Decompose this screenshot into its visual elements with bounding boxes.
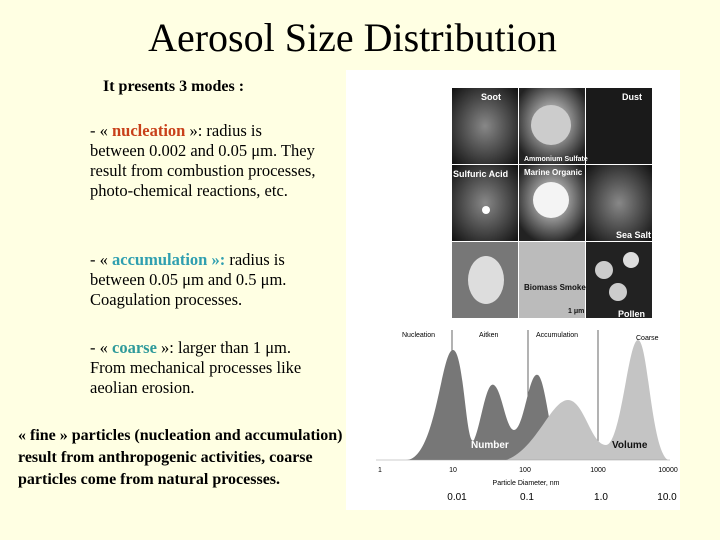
mode-label: Coarse [636,335,659,342]
term: fine [30,427,56,444]
x-tick-label: 10000 [658,467,678,474]
prefix: « [18,427,30,444]
particle-label: Marine Organic [524,168,583,177]
curve-label: Number [471,440,509,451]
x-tick-label: 10.0 [657,492,677,503]
figure: Soot Dust Ammonium Sulfate Sulfuric Acid… [346,70,680,510]
x-tick-label: 0.1 [520,492,534,503]
volume-curve [506,340,668,460]
x-axis-label: Particle Diameter, nm [493,480,560,487]
prefix: - « [90,250,112,269]
particle-label: Ammonium Sulfate [524,156,588,163]
particle-label: Pollen [618,309,645,319]
x-tick-label: 1.0 [594,492,608,503]
x-tick-label: 10 [449,467,457,474]
x-tick-label: 0.01 [447,492,467,503]
text: radius is between 0.05 μm and 0.5 μm. Co… [90,250,287,309]
micrographs [452,88,652,318]
particle-label: Soot [481,92,501,102]
number-curve [406,350,561,460]
term: coarse [112,338,157,357]
particle-label: Sea Salt [616,230,651,240]
text: »: larger than 1 μm. From mechanical pro… [90,338,302,397]
text: » particles (nucleation and accumulation… [18,427,343,488]
x-tick-label: 100 [519,467,531,474]
x-tick-label: 1 [378,467,382,474]
particle-label: Dust [622,92,642,102]
prefix: - « [90,338,112,357]
particle-label: Biomass Smoke [524,283,586,292]
mode-paragraph: - « nucleation »: radius is between 0.00… [90,121,320,201]
mode-label: Nucleation [402,332,435,339]
title: Aerosol Size Distribution [148,15,557,60]
scale-bar: 1 μm [568,308,584,315]
mode-label: Aitken [479,332,499,339]
text: »: radius is between 0.002 and 0.05 μm. … [90,121,316,200]
note: « fine » particles (nucleation and accum… [18,425,348,491]
term: nucleation [112,121,186,140]
mode-label: Accumulation [536,332,578,339]
prefix: - « [90,121,112,140]
particle-label: Sulfuric Acid [453,169,508,179]
mode-paragraph: - « coarse »: larger than 1 μm. From mec… [90,338,320,398]
term: accumulation »: [112,250,226,269]
mode-paragraph: - « accumulation »: radius is between 0.… [90,250,320,310]
x-tick-label: 1000 [590,467,606,474]
subtitle: It presents 3 modes : [103,78,245,95]
curve-label: Volume [612,440,648,451]
